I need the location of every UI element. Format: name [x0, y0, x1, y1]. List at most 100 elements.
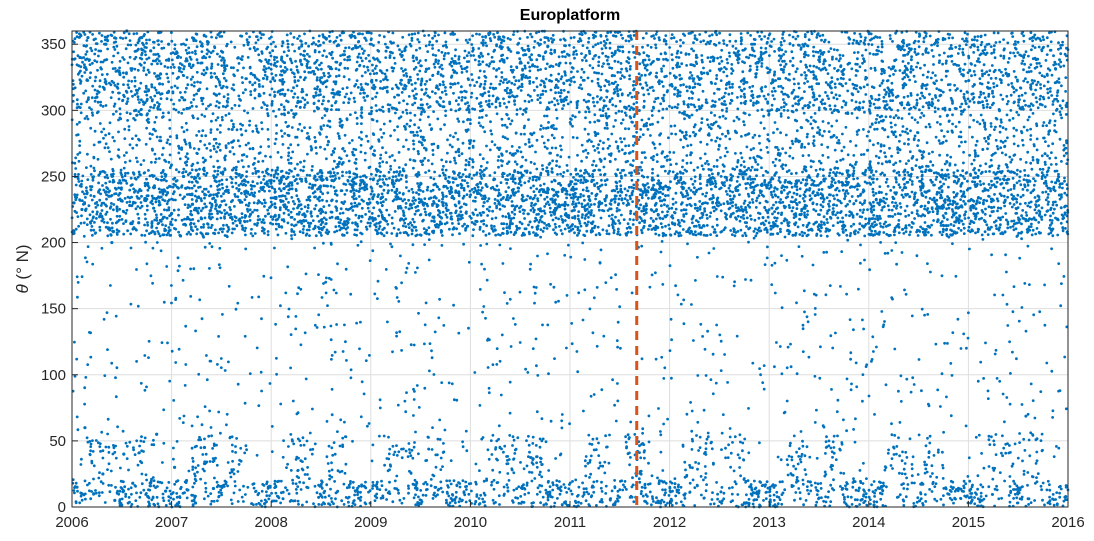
data-point — [930, 490, 934, 493]
data-point — [898, 471, 901, 475]
data-point — [1029, 134, 1033, 137]
data-point — [951, 242, 954, 246]
data-point — [627, 144, 631, 148]
data-point — [859, 86, 863, 90]
data-point — [239, 459, 243, 463]
data-point — [111, 136, 115, 139]
data-point — [969, 62, 973, 65]
data-point — [696, 82, 700, 86]
data-point — [243, 401, 247, 405]
data-point — [282, 105, 286, 109]
data-point — [854, 488, 858, 492]
data-point — [439, 468, 443, 471]
data-point — [251, 234, 255, 238]
data-point — [882, 99, 886, 103]
data-point — [423, 197, 427, 201]
data-point — [526, 93, 530, 97]
data-point — [314, 91, 318, 94]
data-point — [983, 136, 986, 140]
data-point — [170, 39, 174, 43]
data-point — [501, 214, 505, 218]
data-point — [607, 461, 611, 465]
data-point — [888, 146, 891, 150]
data-point — [1004, 127, 1008, 131]
data-point — [300, 129, 304, 133]
data-point — [407, 198, 410, 202]
data-point — [1007, 494, 1011, 497]
data-point — [699, 233, 703, 236]
data-point — [992, 48, 996, 52]
data-point — [255, 346, 259, 350]
data-point — [803, 310, 806, 314]
data-point — [620, 121, 623, 125]
data-point — [1012, 101, 1016, 105]
data-point — [306, 66, 309, 70]
data-point — [478, 55, 482, 59]
data-point — [147, 356, 150, 359]
data-point — [285, 54, 289, 57]
data-point — [166, 341, 169, 345]
data-point — [296, 173, 300, 177]
data-point — [690, 303, 693, 306]
data-point — [500, 164, 504, 168]
data-point — [605, 38, 609, 42]
data-point — [413, 113, 417, 117]
data-point — [360, 74, 364, 78]
data-point — [348, 485, 351, 489]
data-point — [219, 194, 223, 198]
data-point — [438, 174, 442, 178]
data-point — [711, 491, 714, 494]
data-point — [797, 455, 801, 458]
data-point — [895, 180, 898, 184]
data-point — [606, 55, 610, 59]
data-point — [1016, 51, 1020, 54]
data-point — [576, 214, 580, 218]
data-point — [957, 226, 960, 230]
data-point — [173, 43, 177, 47]
data-point — [614, 119, 617, 122]
data-point — [387, 435, 390, 439]
data-point — [646, 175, 649, 179]
data-point — [1035, 211, 1038, 215]
data-point — [230, 181, 234, 185]
data-point — [335, 36, 339, 39]
data-point — [729, 229, 733, 232]
data-point — [971, 92, 975, 96]
data-point — [167, 80, 171, 84]
data-point — [642, 63, 646, 67]
data-point — [1041, 191, 1045, 194]
data-point — [880, 162, 884, 166]
data-point — [881, 79, 885, 82]
data-point — [437, 49, 441, 52]
data-point — [416, 73, 419, 76]
data-point — [750, 42, 753, 46]
data-point — [198, 185, 202, 189]
data-point — [443, 428, 447, 432]
data-point — [449, 459, 453, 462]
data-point — [321, 33, 325, 36]
data-point — [611, 378, 614, 382]
data-point — [269, 173, 273, 177]
data-point — [583, 221, 587, 225]
data-point — [345, 231, 349, 235]
data-point — [98, 85, 102, 88]
data-point — [90, 490, 93, 493]
data-point — [841, 493, 845, 496]
data-point — [826, 72, 830, 75]
data-point — [884, 160, 888, 164]
data-point — [444, 114, 447, 117]
data-point — [122, 232, 126, 236]
data-point — [638, 62, 642, 66]
data-point — [581, 318, 585, 322]
data-point — [893, 233, 896, 237]
data-point — [126, 119, 129, 122]
data-point — [529, 32, 532, 36]
data-point — [514, 79, 518, 83]
data-point — [565, 164, 569, 167]
data-point — [424, 147, 428, 151]
data-point — [542, 57, 545, 61]
data-point — [1046, 193, 1050, 196]
data-point — [262, 198, 266, 202]
data-point — [398, 48, 401, 52]
data-point — [867, 130, 870, 134]
